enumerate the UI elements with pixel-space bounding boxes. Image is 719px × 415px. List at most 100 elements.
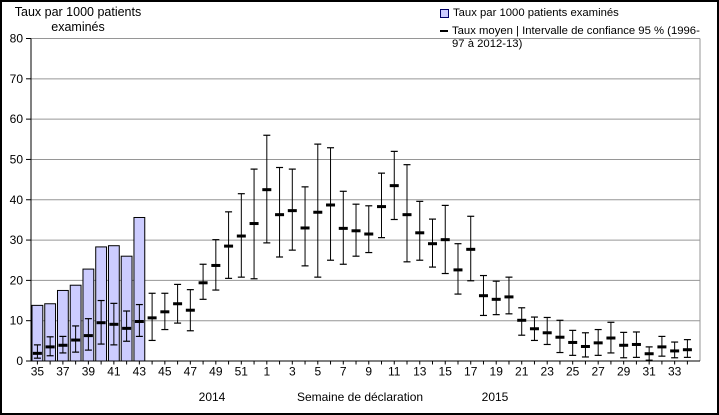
- y-axis-title: Taux par 1000 patients examinés: [14, 5, 142, 34]
- errorbar-week-49: [211, 239, 221, 291]
- mean-marker-week-9: [364, 232, 374, 236]
- x-tick-label: 27: [592, 365, 606, 379]
- errorbar-week-12: [402, 164, 412, 263]
- errorbar-series: [32, 134, 692, 361]
- mean-marker-week-38: [71, 338, 81, 342]
- mean-marker-week-13: [415, 231, 425, 235]
- x-tick-label: 47: [184, 365, 198, 379]
- x-tick-label: 17: [464, 365, 478, 379]
- errorbar-week-50: [224, 211, 234, 279]
- mean-marker-week-3: [287, 209, 297, 213]
- x-tick-label: 37: [56, 365, 70, 379]
- mean-marker-week-32: [657, 345, 667, 349]
- x-axis: [36, 361, 688, 365]
- errorbar-week-1: [262, 134, 272, 244]
- x-tick-label: 13: [413, 365, 427, 379]
- errorbar-week-11: [389, 150, 399, 221]
- errorbar-week-52: [249, 168, 259, 280]
- mean-marker-week-18: [478, 294, 488, 298]
- x-tick-label: 49: [209, 365, 223, 379]
- errorbar-week-15: [440, 204, 450, 275]
- mean-marker-week-36: [45, 345, 55, 349]
- mean-marker-week-50: [224, 244, 234, 248]
- bar-swatch-icon: [440, 9, 449, 18]
- mean-marker-week-44: [147, 316, 157, 320]
- legend-item-bars: Taux par 1000 patients examinés: [440, 7, 714, 20]
- errorbar-week-48: [198, 263, 208, 300]
- x-tick-label: 3: [289, 365, 296, 379]
- mean-marker-week-15: [440, 238, 450, 242]
- bar-week-43: [133, 216, 146, 362]
- x-tick-label: 21: [515, 365, 529, 379]
- mean-marker-week-6: [326, 203, 336, 207]
- x-tick-label: 35: [31, 365, 45, 379]
- x-tick-label: 41: [107, 365, 121, 379]
- mean-marker-week-43: [134, 319, 144, 323]
- errorbar-week-40: [96, 299, 106, 345]
- errorbar-week-30: [631, 331, 641, 358]
- x-tick-label: 45: [158, 365, 172, 379]
- errorbar-week-51: [236, 193, 246, 278]
- errorbar-week-19: [491, 280, 501, 316]
- errorbar-week-36: [45, 336, 55, 357]
- mean-marker-week-41: [109, 322, 119, 326]
- errorbar-week-24: [555, 319, 565, 354]
- errorbar-week-13: [415, 200, 425, 261]
- mean-marker-week-47: [185, 308, 195, 312]
- x-tick-label: 25: [566, 365, 580, 379]
- errorbar-week-20: [504, 276, 514, 315]
- errorbar-week-18: [478, 274, 488, 317]
- errorbar-week-29: [619, 331, 629, 359]
- mean-marker-week-24: [555, 335, 565, 339]
- gridlines: [31, 38, 701, 361]
- errorbar-week-47: [185, 289, 195, 332]
- x-tick-label: 7: [340, 365, 347, 379]
- mean-marker-week-35: [32, 351, 42, 355]
- x-tick-label: 33: [668, 365, 682, 379]
- mean-marker-week-5: [313, 210, 323, 214]
- y-axis: [26, 38, 31, 362]
- mean-marker-week-30: [631, 342, 641, 346]
- errorbar-week-6: [326, 147, 336, 261]
- errorbar-week-34: [682, 339, 692, 358]
- errorbar-week-14: [427, 218, 437, 268]
- errorbar-week-41: [109, 302, 119, 346]
- legend-label-bars: Taux par 1000 patients examinés: [453, 7, 619, 19]
- x-tick-label: 9: [365, 365, 372, 379]
- x-tick-label: 51: [235, 365, 249, 379]
- errorbar-week-39: [83, 318, 93, 351]
- errorbar-week-44: [147, 292, 157, 342]
- mean-marker-week-28: [606, 336, 616, 340]
- mean-marker-week-23: [542, 331, 552, 335]
- mean-marker-week-17: [466, 247, 476, 251]
- errorbar-week-43: [134, 303, 144, 338]
- mean-marker-week-14: [427, 242, 437, 246]
- y-tick-label: 10: [10, 314, 24, 328]
- bar-week-42: [120, 255, 133, 362]
- errorbar-week-7: [338, 190, 348, 265]
- mean-marker-week-11: [389, 184, 399, 188]
- errorbar-week-27: [593, 328, 603, 356]
- x-tick-label: 1: [263, 365, 270, 379]
- legend-label-mean-ci: Taux moyen | Intervalle de confiance 95 …: [452, 25, 700, 50]
- mean-marker-week-46: [173, 302, 183, 306]
- errorbar-week-28: [606, 321, 616, 354]
- errorbar-week-5: [313, 143, 323, 278]
- errorbar-week-26: [580, 332, 590, 358]
- mean-marker-week-22: [529, 327, 539, 331]
- errorbar-week-25: [568, 329, 578, 356]
- mean-marker-week-25: [568, 340, 578, 344]
- mean-marker-week-42: [122, 326, 132, 330]
- y-tick-label: 20: [10, 273, 24, 287]
- mean-marker-week-26: [580, 344, 590, 348]
- y-tick-label: 30: [10, 233, 24, 247]
- x-axis-title: Semaine de déclaration: [297, 390, 423, 404]
- mean-marker-week-19: [491, 297, 501, 301]
- errorbar-week-17: [466, 215, 476, 282]
- errorbar-week-16: [453, 243, 463, 295]
- errorbar-week-2: [275, 166, 285, 258]
- mean-marker-week-45: [160, 310, 170, 314]
- errorbar-week-31: [644, 346, 654, 361]
- y-tick-label: 50: [10, 152, 24, 166]
